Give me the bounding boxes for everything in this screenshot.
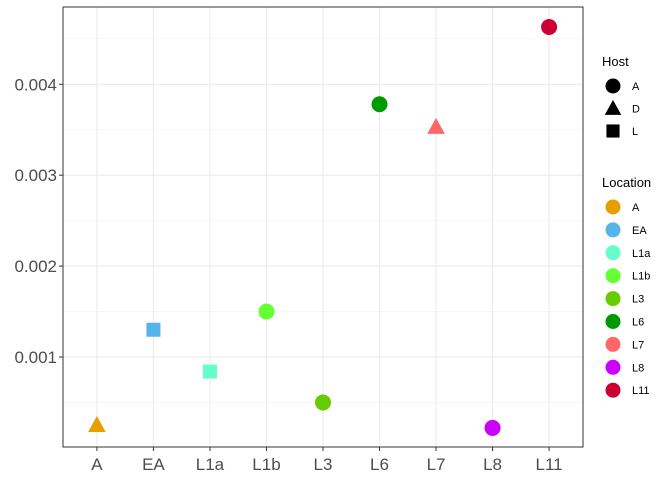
data-point <box>88 416 106 433</box>
data-point <box>371 96 388 113</box>
y-tick-label: 0.003 <box>14 166 57 185</box>
x-tick-label: L7 <box>427 455 446 474</box>
x-tick-label: EA <box>142 455 165 474</box>
grid-lines <box>63 7 583 447</box>
legend-label-location: L7 <box>632 339 644 351</box>
x-tick-label: L1a <box>196 455 225 474</box>
legend-label-location: L8 <box>632 362 644 374</box>
data-point <box>146 322 161 337</box>
legend-key-circle <box>605 78 621 94</box>
data-point <box>541 19 558 35</box>
legend-label-location: L1a <box>632 248 651 260</box>
data-point <box>315 394 331 411</box>
legend-key-color <box>605 359 621 375</box>
legend-key-color <box>605 222 621 238</box>
x-tick-label: L6 <box>370 455 389 474</box>
legend-key-square <box>606 124 620 138</box>
legend-label-location: EA <box>632 225 647 237</box>
data-points <box>88 19 558 436</box>
legend-key-triangle <box>604 99 622 115</box>
legend-key-color <box>605 245 621 261</box>
y-tick-label: 0.001 <box>14 348 57 367</box>
data-point <box>258 303 275 320</box>
legend-key-color <box>605 314 621 329</box>
y-tick-label: 0.004 <box>14 75 57 94</box>
data-point <box>427 117 445 134</box>
axes: 0.001 0.002 0.003 0.004 A EA L1a L1b L3 L6 L7 L8 L11 <box>14 75 562 474</box>
legend-label-location: L6 <box>632 317 644 329</box>
legend-label-host: L <box>632 126 638 138</box>
legend-key-color <box>605 268 621 284</box>
x-tick-label: L1b <box>252 455 280 474</box>
legend-label-location: L11 <box>632 385 650 397</box>
legend-label-location: L1b <box>632 271 650 283</box>
legend-key-color <box>605 291 621 307</box>
y-tick-label: 0.002 <box>14 257 57 276</box>
legend-key-color <box>605 199 621 215</box>
legend-label-location: A <box>632 202 640 214</box>
data-point <box>484 419 501 436</box>
legend-title-host: Host <box>602 54 629 69</box>
legend-label-host: D <box>632 104 640 116</box>
legend-label-location: L3 <box>632 294 644 306</box>
x-tick-label: L11 <box>536 455 563 474</box>
x-tick-label: A <box>91 455 103 474</box>
x-tick-label: L3 <box>314 455 333 474</box>
x-tick-label: L8 <box>483 455 502 474</box>
legend-title-location: Location <box>602 175 651 190</box>
legend-key-color <box>605 336 621 352</box>
data-point <box>202 364 217 379</box>
legend-label-host: A <box>632 81 640 93</box>
legend-key-color <box>605 382 621 398</box>
